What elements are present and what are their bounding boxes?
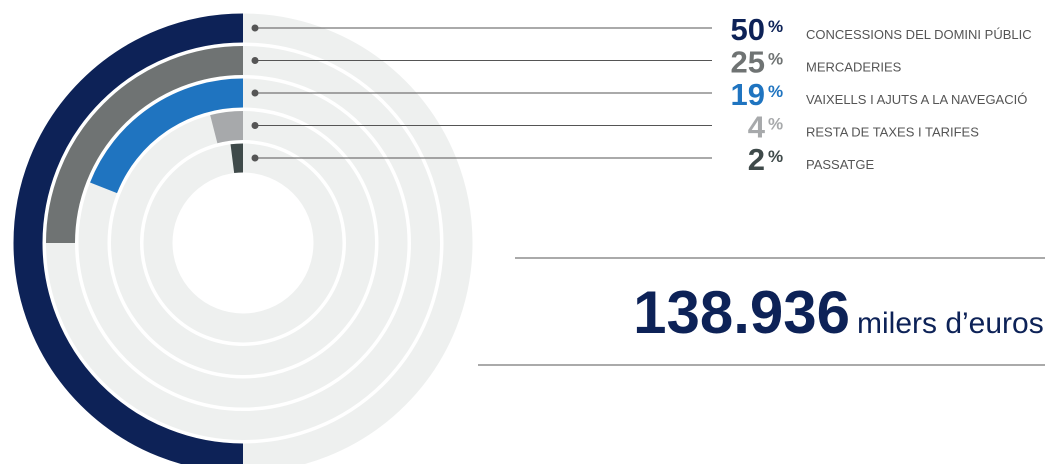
- category-label: CONCESSIONS DEL DOMINI PÚBLIC: [806, 27, 1032, 42]
- value-label: 50: [731, 12, 765, 47]
- ring-bar: [230, 143, 244, 174]
- leader-dot: [251, 89, 259, 97]
- leader-dot: [251, 57, 259, 64]
- value-unit: %: [768, 17, 783, 36]
- ring-gap: [173, 173, 313, 313]
- ring-bar: [13, 13, 244, 464]
- ring-bar: [210, 111, 244, 144]
- legend: 50% CONCESSIONS DEL DOMINI PÚBLIC 25% MERCA…: [251, 12, 1032, 177]
- value-label: 25: [731, 45, 765, 80]
- category-label: PASSATGE: [806, 157, 874, 172]
- total-unit: milers d’euros: [857, 307, 1044, 340]
- category-label: RESTA DE TAXES I TARIFES: [806, 125, 979, 140]
- total-value: 138.936: [633, 279, 850, 346]
- value-unit: %: [768, 147, 783, 166]
- leader-dot: [251, 122, 259, 129]
- leader-dot: [251, 154, 259, 162]
- ring-bar: [46, 46, 244, 244]
- value-unit: %: [768, 50, 783, 69]
- leader-dot: [251, 24, 259, 32]
- rings: [13, 13, 473, 464]
- value-label: 19: [731, 77, 765, 112]
- category-label: VAIXELLS I AJUTS A LA NAVEGACIÓ: [806, 92, 1027, 107]
- value-label: 4: [748, 110, 766, 145]
- category-label: MERCADERIES: [806, 60, 902, 75]
- ring-bar: [90, 78, 244, 194]
- value-unit: %: [768, 82, 783, 101]
- value-label: 2: [748, 142, 765, 177]
- value-unit: %: [768, 115, 783, 134]
